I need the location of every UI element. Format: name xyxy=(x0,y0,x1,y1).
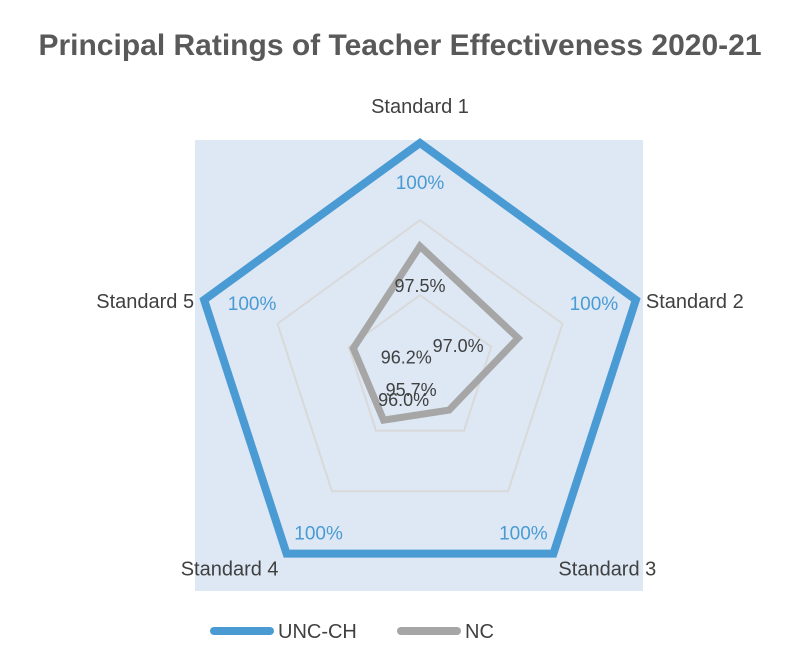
category-label-3: Standard 3 xyxy=(558,559,656,581)
category-label-5: Standard 5 xyxy=(96,291,194,313)
gridline-ring-2 xyxy=(276,218,564,493)
category-labels: Standard 1 Standard 2 Standard 3 Standard 4… xyxy=(96,96,743,581)
category-label-2: Standard 2 xyxy=(646,291,744,313)
nc-value-label-3: 95.7% xyxy=(386,380,437,400)
nc-value-label-5: 96.2% xyxy=(381,347,432,367)
nc-value-label-4: 96.0% xyxy=(378,390,429,410)
series-nc-line xyxy=(349,240,524,424)
category-label-4: Standard 4 xyxy=(181,559,279,581)
unc-ch-value-label-3: 100% xyxy=(499,524,548,545)
unc-ch-value-label-1: 100% xyxy=(396,173,445,194)
nc-value-label-1: 97.5% xyxy=(394,276,445,296)
chart-title: Principal Ratings of Teacher Effectivene… xyxy=(38,29,761,62)
unc-ch-value-label-2: 100% xyxy=(570,294,619,315)
legend-label-unc-ch: UNC-CH xyxy=(278,621,357,643)
nc-value-label-2: 97.0% xyxy=(433,336,484,356)
legend: UNC-CH NC xyxy=(210,621,494,643)
series-unc-ch-line xyxy=(199,138,641,558)
legend-label-nc: NC xyxy=(465,621,494,643)
unc-ch-value-label-4: 100% xyxy=(294,524,343,545)
unc-ch-value-label-5: 100% xyxy=(228,294,277,315)
value-labels: 100% 100% 100% 100% 100% 97.5% 97.0% 95.7%96.0%… xyxy=(228,173,618,545)
category-label-1: Standard 1 xyxy=(371,96,469,118)
series-layer xyxy=(199,138,641,558)
